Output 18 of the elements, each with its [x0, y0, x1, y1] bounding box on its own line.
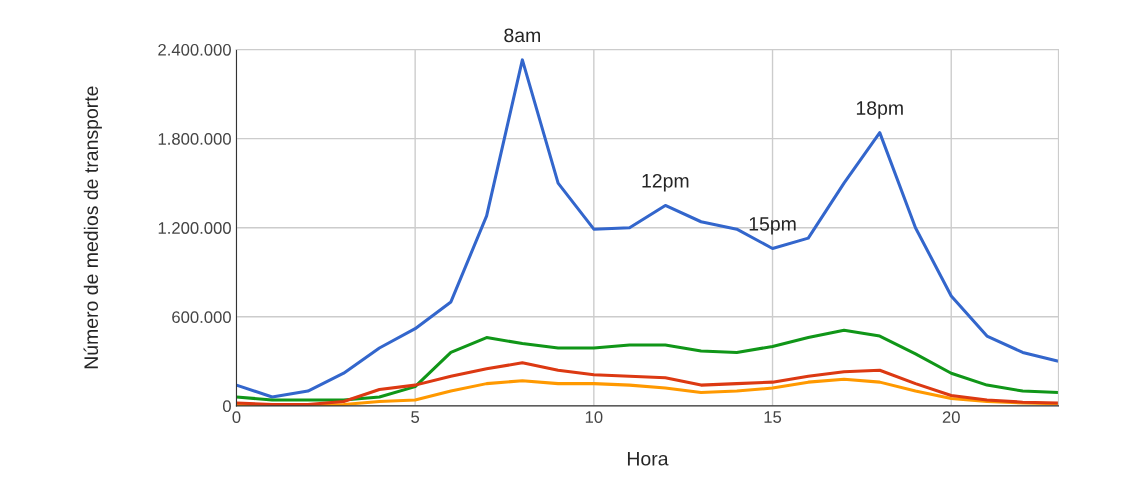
annotation: 15pm — [749, 217, 796, 235]
line-series — [236, 328, 1059, 402]
y-tick-label: 2.400.000 — [158, 43, 231, 56]
x-tick-label: 20 — [942, 411, 960, 423]
y-axis-title: Número de medios de transporte — [83, 86, 102, 369]
line-series — [236, 58, 1059, 399]
annotation: 8am — [504, 28, 540, 43]
x-tick-label: 15 — [764, 411, 782, 423]
y-tick-label: 600.000 — [172, 311, 231, 323]
annotation: 18pm — [856, 101, 903, 119]
annotation: 12pm — [642, 173, 689, 192]
y-tick-label: 1.800.000 — [158, 133, 231, 145]
x-axis-title: Hora — [627, 452, 669, 466]
x-tick-label: 10 — [585, 411, 603, 423]
x-tick-label: 5 — [411, 411, 420, 423]
y-tick-label: 0 — [222, 400, 231, 413]
y-tick-label: 1.200.000 — [158, 222, 231, 234]
x-tick-label: 0 — [232, 411, 241, 423]
